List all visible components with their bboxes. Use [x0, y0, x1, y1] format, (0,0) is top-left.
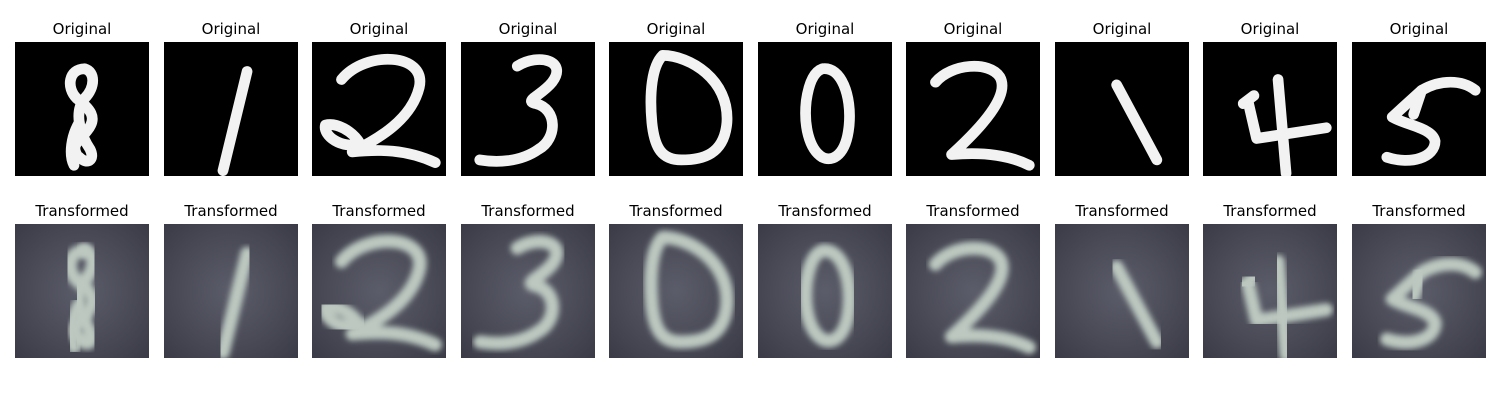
- original-digit-image-2: [164, 42, 298, 176]
- original-digit-image-1: [15, 42, 149, 176]
- transformed-digit-image-4: [461, 224, 595, 358]
- original-title-3: Original: [349, 20, 409, 38]
- original-title-2: Original: [201, 20, 261, 38]
- transformed-title-5: Transformed: [629, 202, 723, 220]
- transformed-title-4: Transformed: [481, 202, 575, 220]
- original-title-8: Original: [1092, 20, 1152, 38]
- transformed-title-1: Transformed: [35, 202, 129, 220]
- transformed-title-6: Transformed: [778, 202, 872, 220]
- transformed-title-7: Transformed: [926, 202, 1020, 220]
- original-title-9: Original: [1240, 20, 1300, 38]
- transformed-title-9: Transformed: [1223, 202, 1317, 220]
- transformed-title-8: Transformed: [1075, 202, 1169, 220]
- transformed-digit-image-8: [1055, 224, 1189, 358]
- original-digit-image-5: [609, 42, 743, 176]
- transformed-title-2: Transformed: [184, 202, 278, 220]
- transformed-digit-image-9: [1203, 224, 1337, 358]
- original-digit-image-8: [1055, 42, 1189, 176]
- transformed-digit-image-10: [1352, 224, 1486, 358]
- original-digit-image-4: [461, 42, 595, 176]
- transformed-title-10: Transformed: [1372, 202, 1466, 220]
- original-digit-image-3: [312, 42, 446, 176]
- original-title-5: Original: [646, 20, 706, 38]
- original-title-6: Original: [795, 20, 855, 38]
- transformed-title-3: Transformed: [332, 202, 426, 220]
- original-digit-image-7: [906, 42, 1040, 176]
- transformed-digit-image-6: [758, 224, 892, 358]
- original-digit-image-10: [1352, 42, 1486, 176]
- original-title-1: Original: [52, 20, 112, 38]
- original-title-4: Original: [498, 20, 558, 38]
- transformed-digit-image-3: [312, 224, 446, 358]
- original-title-7: Original: [943, 20, 1003, 38]
- transformed-digit-image-7: [906, 224, 1040, 358]
- original-digit-image-9: [1203, 42, 1337, 176]
- transformed-digit-image-1: [15, 224, 149, 358]
- original-title-10: Original: [1389, 20, 1449, 38]
- original-digit-image-6: [758, 42, 892, 176]
- transformed-digit-image-2: [164, 224, 298, 358]
- transformed-digit-image-5: [609, 224, 743, 358]
